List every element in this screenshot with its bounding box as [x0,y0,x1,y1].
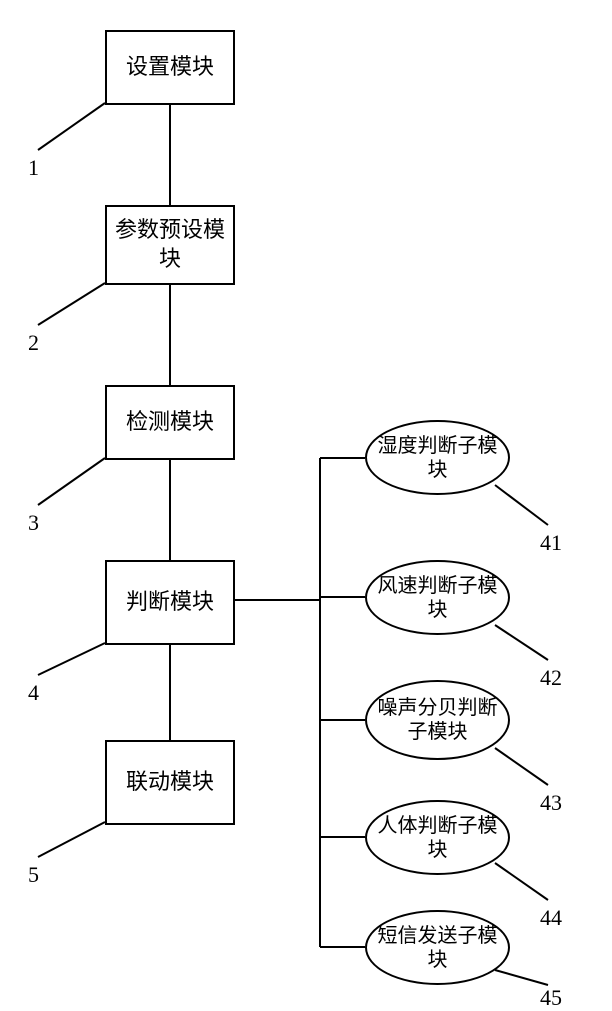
submodule-number-label: 45 [540,985,562,1011]
submodule-number-label: 43 [540,790,562,816]
module-box: 参数预设模块 [105,205,235,285]
module-number-label: 3 [28,510,39,536]
module-number-label: 4 [28,680,39,706]
submodule-number-label: 42 [540,665,562,691]
submodule-ellipse: 人体判断子模块 [365,800,510,875]
submodule-ellipse-label: 风速判断子模块 [371,574,504,622]
module-box: 检测模块 [105,385,235,460]
module-box: 判断模块 [105,560,235,645]
submodule-ellipse-label: 短信发送子模块 [371,924,504,972]
submodule-ellipse-label: 湿度判断子模块 [371,434,504,482]
module-number-label: 2 [28,330,39,356]
module-number-label: 1 [28,155,39,181]
submodule-ellipse: 短信发送子模块 [365,910,510,985]
module-box-label: 联动模块 [126,768,214,797]
module-box-label: 检测模块 [126,408,214,437]
module-box-label: 参数预设模块 [111,216,229,273]
module-box: 设置模块 [105,30,235,105]
module-number-label: 5 [28,862,39,888]
submodule-ellipse: 风速判断子模块 [365,560,510,635]
module-box-label: 判断模块 [126,588,214,617]
module-box: 联动模块 [105,740,235,825]
submodule-ellipse: 湿度判断子模块 [365,420,510,495]
submodule-ellipse-label: 噪声分贝判断子模块 [371,696,504,744]
submodule-number-label: 44 [540,905,562,931]
submodule-number-label: 41 [540,530,562,556]
submodule-ellipse-label: 人体判断子模块 [371,814,504,862]
connectors-layer [0,0,612,1000]
module-box-label: 设置模块 [126,53,214,82]
submodule-ellipse: 噪声分贝判断子模块 [365,680,510,760]
